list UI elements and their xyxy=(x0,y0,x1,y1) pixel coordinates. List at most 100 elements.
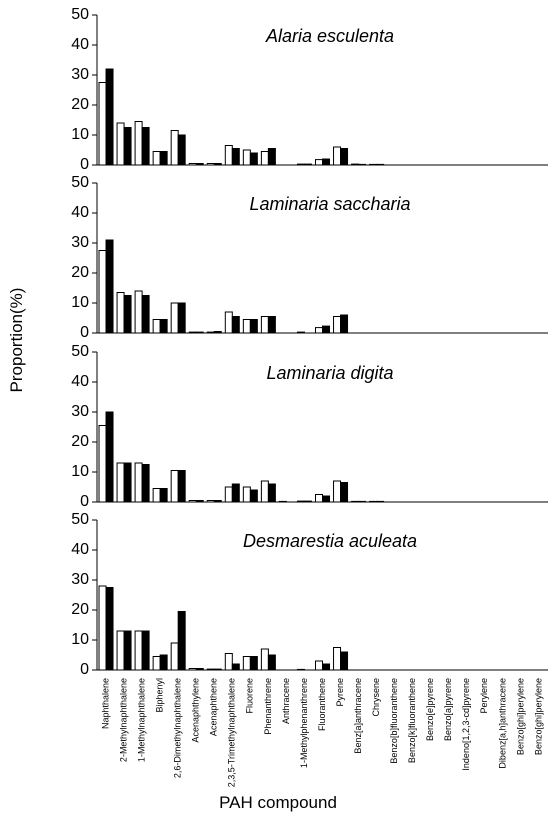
bar xyxy=(322,158,330,166)
y-tick-label: 20 xyxy=(71,433,89,450)
bar xyxy=(242,149,251,166)
bar xyxy=(340,314,349,334)
panel-title: Laminaria saccharia xyxy=(249,194,410,214)
bar xyxy=(260,648,269,671)
bar xyxy=(152,488,161,503)
y-tick-label: 20 xyxy=(71,96,89,113)
bar xyxy=(333,647,342,671)
bar xyxy=(105,587,114,671)
bar xyxy=(315,494,323,503)
bar xyxy=(333,480,342,503)
x-tick-label: Chrysene xyxy=(371,678,381,717)
bar xyxy=(224,653,233,671)
bar xyxy=(177,302,186,334)
bar xyxy=(260,480,269,503)
bar xyxy=(159,488,168,503)
x-tick-label: Pyrene xyxy=(335,678,345,707)
panel-title: Desmarestia aculeata xyxy=(243,531,417,551)
y-tick-label: 40 xyxy=(71,36,89,53)
x-tick-label: 1-Methylphenanthrene xyxy=(299,678,309,768)
bar xyxy=(152,151,161,166)
bar xyxy=(231,663,240,671)
x-tick-label: Acenaphthylene xyxy=(191,678,201,743)
bar xyxy=(134,462,143,503)
x-tick-label: Benz[a]anthracene xyxy=(353,678,363,754)
bar xyxy=(267,148,276,166)
y-tick-label: 30 xyxy=(71,66,89,83)
x-tick-label: 2-Methylnaphthalene xyxy=(118,678,128,762)
bar xyxy=(98,250,107,334)
bar xyxy=(249,319,258,334)
y-tick-label: 10 xyxy=(71,294,89,311)
y-tick-label: 10 xyxy=(71,126,89,143)
bar xyxy=(141,630,150,671)
bar xyxy=(170,130,179,166)
bar xyxy=(249,489,258,503)
bar xyxy=(105,239,114,334)
y-tick-label: 40 xyxy=(71,204,89,221)
y-tick-label: 50 xyxy=(71,343,89,360)
y-tick-label: 40 xyxy=(71,541,89,558)
bar xyxy=(116,462,125,503)
y-axis-label: Proportion(%) xyxy=(7,288,26,393)
bar xyxy=(141,295,150,334)
x-tick-label: Perylene xyxy=(479,678,489,714)
y-tick-label: 20 xyxy=(71,601,89,618)
bar xyxy=(116,122,125,166)
bar xyxy=(170,302,179,334)
y-tick-label: 50 xyxy=(71,174,89,191)
y-tick-label: 40 xyxy=(71,373,89,390)
bar xyxy=(315,660,323,671)
bar xyxy=(322,663,330,671)
y-tick-label: 30 xyxy=(71,234,89,251)
bar xyxy=(152,656,161,671)
bar xyxy=(249,656,258,671)
bar xyxy=(267,483,276,503)
bar xyxy=(333,316,342,334)
x-tick-label: Benzo[ghi]perylene xyxy=(515,678,525,755)
y-tick-label: 50 xyxy=(71,6,89,23)
bar xyxy=(231,483,240,503)
bar xyxy=(141,464,150,503)
bar xyxy=(249,152,258,166)
bar xyxy=(159,319,168,334)
y-tick-label: 10 xyxy=(71,463,89,480)
bar xyxy=(170,470,179,503)
bar xyxy=(177,134,186,166)
y-tick-label: 20 xyxy=(71,264,89,281)
bar xyxy=(315,159,323,166)
bar xyxy=(242,319,251,334)
bar xyxy=(141,127,150,166)
bar xyxy=(159,654,168,671)
bar xyxy=(260,151,269,166)
bar xyxy=(322,495,330,503)
bar xyxy=(123,295,132,334)
bar xyxy=(224,145,233,166)
bar xyxy=(322,325,330,334)
bar xyxy=(224,486,233,503)
bar xyxy=(340,148,349,166)
bar xyxy=(152,319,161,334)
y-tick-label: 0 xyxy=(80,661,89,678)
bar xyxy=(123,462,132,503)
x-tick-label: Benzo[b]fluoranthene xyxy=(389,678,399,764)
bar xyxy=(159,151,168,166)
bar xyxy=(231,316,240,334)
bar xyxy=(170,642,179,671)
x-tick-label: 1-Methylnaphthalene xyxy=(136,678,146,762)
bar xyxy=(340,651,349,671)
y-tick-label: 30 xyxy=(71,571,89,588)
panel-title: Alaria esculenta xyxy=(265,26,394,46)
y-tick-label: 50 xyxy=(71,511,89,528)
panel-title: Laminaria digita xyxy=(266,363,393,383)
bar xyxy=(123,127,132,166)
bar xyxy=(98,585,107,671)
bar xyxy=(224,311,233,334)
x-tick-label: Fluoranthene xyxy=(317,678,327,731)
x-tick-label: Benzo[ghi]perylene xyxy=(533,678,543,755)
bar xyxy=(267,316,276,334)
bar xyxy=(177,611,186,671)
bar xyxy=(98,82,107,166)
y-tick-label: 30 xyxy=(71,403,89,420)
